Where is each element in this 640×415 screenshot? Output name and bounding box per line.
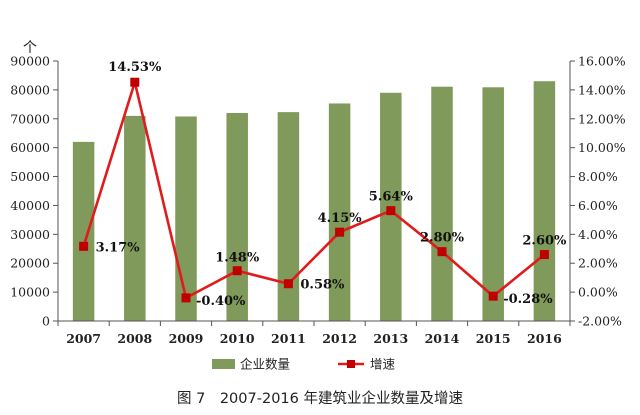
growth-marker-2014 — [437, 247, 447, 257]
bar-2008 — [124, 115, 146, 321]
left-tick-label: 70000 — [10, 111, 50, 126]
x-tick-label-2013: 2013 — [373, 331, 408, 346]
growth-label-2009: -0.40% — [196, 294, 246, 309]
legend-label-count: 企业数量 — [240, 357, 290, 372]
x-tick-label-2007: 2007 — [66, 331, 101, 346]
right-tick-label: 6.00% — [578, 198, 618, 213]
growth-marker-2008 — [130, 77, 140, 87]
x-tick-label-2016: 2016 — [527, 331, 562, 346]
legend-swatch-count — [212, 359, 235, 369]
left-tick-label: 90000 — [10, 54, 50, 69]
growth-marker-2016 — [539, 250, 549, 260]
legend-marker-growth — [347, 360, 355, 368]
x-tick-label-2008: 2008 — [117, 331, 152, 346]
right-tick-label: 12.00% — [578, 111, 626, 126]
left-tick-label: 60000 — [10, 140, 50, 155]
right-tick-label: 8.00% — [578, 169, 618, 184]
x-tick-label-2010: 2010 — [220, 331, 255, 346]
left-tick-label: 50000 — [10, 169, 50, 184]
bar-2011 — [277, 112, 300, 321]
right-tick-label: 4.00% — [578, 227, 618, 242]
bars-layer — [72, 81, 556, 322]
growth-marker-2007 — [79, 241, 89, 251]
growth-label-2008: 14.53% — [108, 60, 162, 75]
x-tick-label-2009: 2009 — [169, 331, 204, 346]
growth-marker-2010 — [232, 266, 242, 276]
growth-line-layer — [79, 77, 549, 303]
left-tick-label: 0 — [42, 314, 50, 329]
legend: 企业数量 增速 — [212, 357, 396, 372]
growth-label-2012: 4.15% — [318, 211, 363, 226]
right-tick-label: 14.00% — [578, 82, 626, 97]
figure-caption: 图 7 2007-2016 年建筑业企业数量及增速 — [177, 389, 463, 407]
bar-2015 — [482, 87, 504, 322]
left-tick-label: 20000 — [10, 256, 50, 271]
growth-label-2014: 2.80% — [420, 231, 465, 246]
right-tick-label: 0.00% — [578, 285, 618, 300]
right-tick-label: 10.00% — [578, 140, 626, 155]
growth-marker-2013 — [386, 206, 396, 216]
left-tick-label: 80000 — [10, 82, 50, 97]
bar-2016 — [533, 81, 556, 321]
growth-line — [82, 80, 546, 300]
data-labels-layer: 3.17% 14.53% -0.40% 1.48% 0.58% 4.15% 5.64% 2.8… — [96, 60, 567, 309]
x-tick-label-2014: 2014 — [425, 331, 460, 346]
right-tick-label: 16.00% — [578, 54, 626, 69]
x-tick-label-2015: 2015 — [476, 331, 511, 346]
growth-label-2007: 3.17% — [96, 240, 141, 255]
bar-2012 — [328, 103, 351, 321]
growth-label-2016: 2.60% — [522, 234, 567, 249]
left-tick-label: 40000 — [10, 198, 50, 213]
left-tick-label: 30000 — [10, 227, 50, 242]
growth-marker-2012 — [335, 227, 345, 237]
axes-layer: 0 10000 20000 30000 40000 50000 60000 70000 8000… — [10, 54, 626, 347]
growth-marker-2009 — [181, 293, 191, 303]
growth-label-2011: 0.58% — [300, 278, 345, 293]
growth-label-2015: -0.28% — [503, 292, 553, 307]
growth-marker-2011 — [283, 279, 293, 289]
bar-2007 — [72, 141, 95, 321]
legend-label-growth: 增速 — [370, 357, 396, 372]
bar-2009 — [175, 116, 197, 321]
x-tick-label-2011: 2011 — [271, 331, 306, 346]
growth-label-2013: 5.64% — [369, 190, 414, 205]
left-tick-label: 10000 — [10, 285, 50, 300]
bar-2014 — [431, 86, 453, 321]
growth-marker-2015 — [488, 291, 498, 301]
right-tick-label: -2.00% — [578, 314, 622, 329]
x-tick-label-2012: 2012 — [322, 331, 357, 346]
right-tick-label: 2.00% — [578, 256, 618, 271]
left-axis-unit: 个 — [23, 40, 37, 56]
bar-2010 — [226, 113, 248, 321]
growth-label-2010: 1.48% — [215, 251, 260, 266]
